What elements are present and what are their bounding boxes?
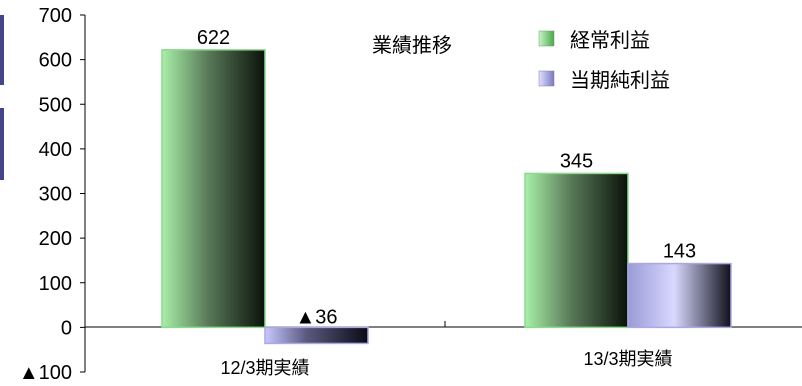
bar-value-label: 345 [560, 150, 593, 172]
x-axis-labels: 12/3期実績 13/3期実績 [220, 349, 672, 378]
bar-toki-junrieki-1 [264, 326, 369, 345]
left-accent-bar-top [0, 15, 4, 85]
left-accent-bar-bottom [0, 108, 4, 180]
y-tick-label: 600 [39, 50, 72, 72]
x-category-label: 12/3期実績 [220, 358, 309, 378]
bar-value-label: 143 [663, 241, 696, 263]
y-tick-label: 300 [39, 184, 72, 206]
chart-title: 業績推移 [372, 34, 452, 57]
legend: 経常利益 当期純利益 [538, 29, 670, 92]
bar-toki-junrieki-2 [627, 262, 732, 329]
y-tick-label: 100 [39, 273, 72, 295]
y-axis-ticks: 700 600 500 400 300 200 100 0 ▲100 [19, 5, 85, 384]
y-tick-label: 400 [39, 139, 72, 161]
bar-value-label: 622 [197, 27, 230, 49]
y-tick-label: 0 [61, 317, 72, 339]
y-tick-label: 200 [39, 228, 72, 250]
bar-keijo-rieki-2 [524, 172, 629, 329]
y-tick-label: ▲100 [19, 362, 72, 384]
legend-swatch-keijo-rieki [538, 30, 555, 47]
bar-data-labels: 622 ▲36 345 143 [197, 27, 696, 329]
y-tick-label: 500 [39, 94, 72, 116]
x-category-label: 13/3期実績 [583, 349, 672, 369]
legend-swatch-toki-junrieki [538, 70, 555, 87]
legend-label-keijo-rieki: 経常利益 [570, 29, 650, 52]
legend-label-toki-junrieki: 当期純利益 [570, 69, 670, 92]
bar-keijo-rieki-1 [161, 49, 266, 329]
bar-value-label: ▲36 [295, 306, 337, 328]
bars [161, 49, 732, 345]
y-tick-label: 700 [39, 5, 72, 27]
